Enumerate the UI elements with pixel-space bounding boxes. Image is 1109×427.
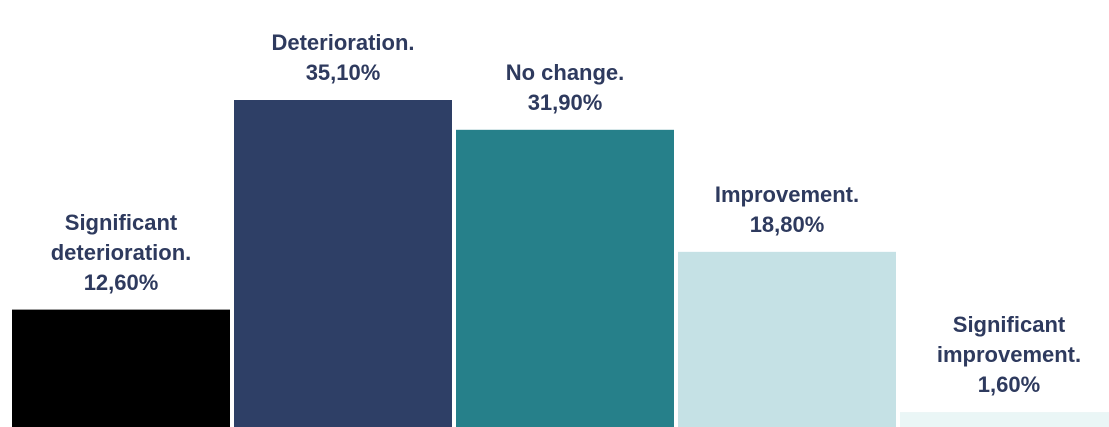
data-label: No change. 31,90% — [460, 58, 670, 118]
category-label: Significant deterioration. — [50, 209, 192, 265]
value-label: 31,90% — [527, 89, 603, 115]
bar — [678, 251, 896, 427]
bar — [900, 412, 1109, 427]
data-label: Significant improvement. 1,60% — [904, 310, 1109, 400]
value-label: 1,60% — [977, 372, 1041, 398]
bar — [12, 309, 230, 427]
data-label: Improvement. 18,80% — [682, 180, 892, 240]
category-label: No change. — [505, 59, 625, 85]
value-label: 35,10% — [305, 60, 381, 85]
value-label: 12,60% — [83, 269, 159, 295]
data-label: Significant deterioration. 12,60% — [16, 208, 226, 298]
category-label: Deterioration. — [271, 30, 415, 55]
bar — [234, 100, 452, 427]
value-label: 18,80% — [749, 211, 825, 237]
data-label: Deterioration. 35,10% — [238, 28, 448, 88]
category-label: Improvement. — [714, 181, 860, 207]
bar — [456, 129, 674, 427]
category-label: Significant improvement. — [936, 312, 1082, 368]
